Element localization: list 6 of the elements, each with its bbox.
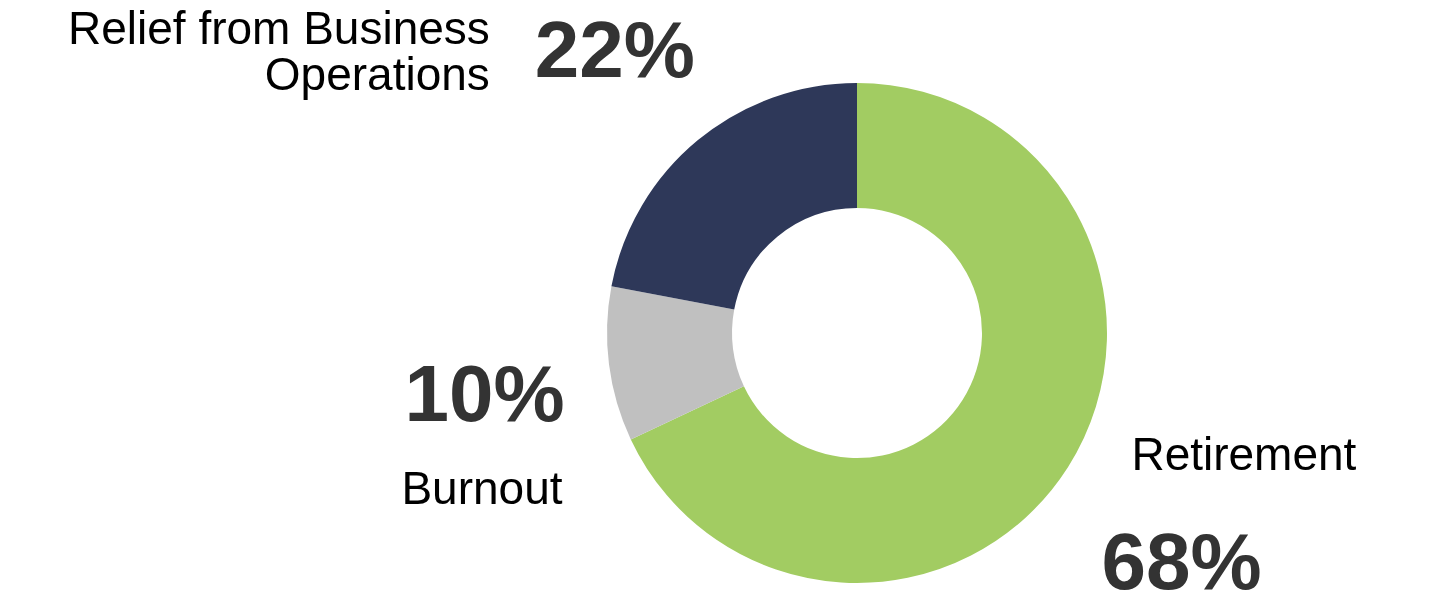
data-label: 22%	[534, 4, 695, 94]
data-label: 10%	[404, 348, 565, 438]
slice-label: Relief from Business Operations	[68, 2, 490, 101]
slice-label: Retirement	[1131, 427, 1357, 480]
slice-label: Burnout	[401, 462, 563, 515]
data-label: 68%	[1101, 517, 1262, 599]
